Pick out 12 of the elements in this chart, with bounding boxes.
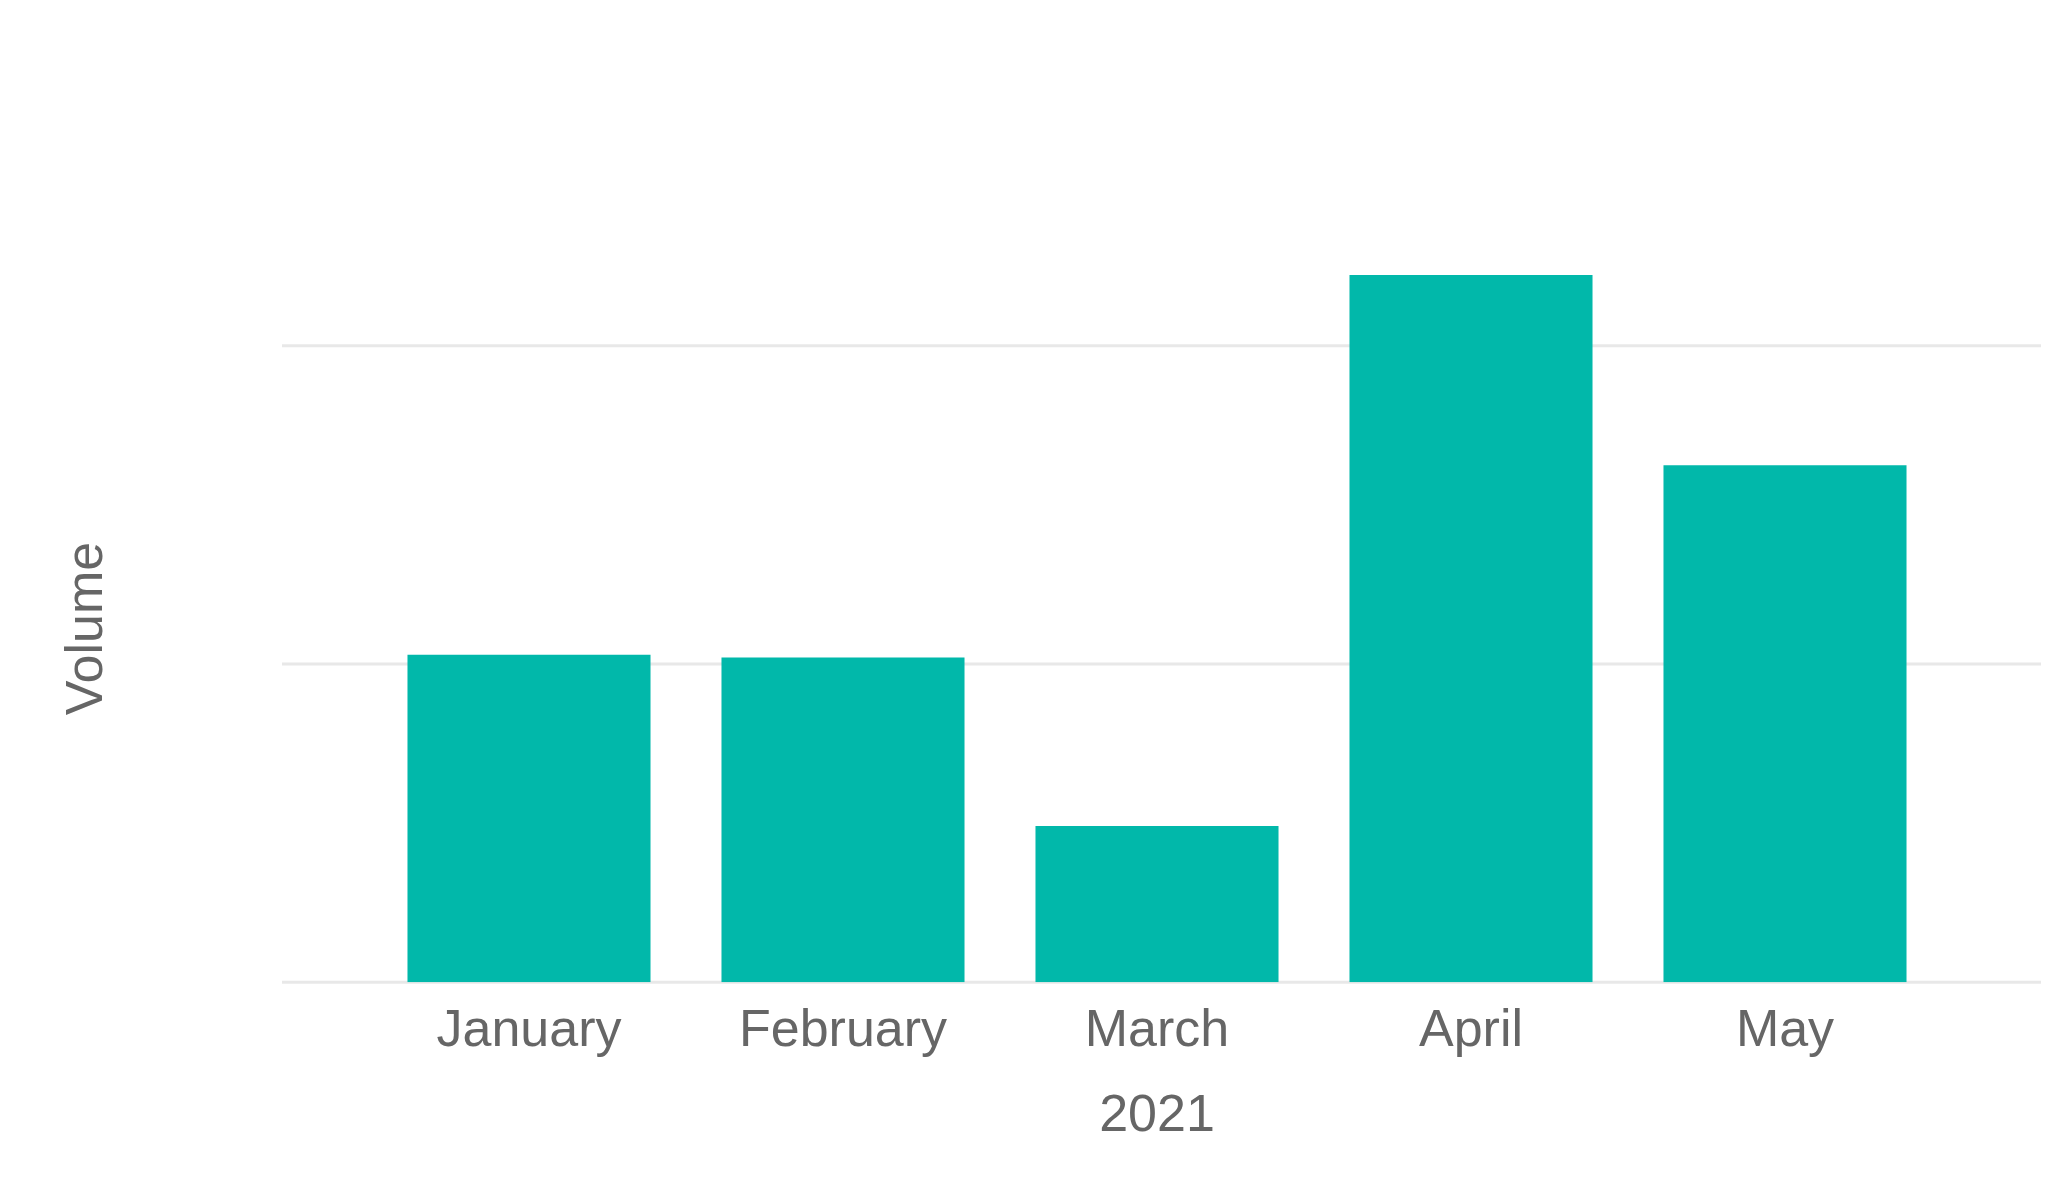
x-tick-label: March [1084,998,1230,1057]
bar [407,654,651,983]
x-axis-title: 2021 [1099,1084,1215,1143]
x-tick-label: April [1418,998,1524,1057]
bar [721,657,965,983]
bar [1663,465,1907,983]
x-tick-label: May [1735,998,1835,1057]
y-axis-title: Volume [54,541,113,716]
bar [1349,275,1593,983]
x-tick-label: January [436,998,622,1057]
bar [1035,825,1279,983]
x-tick-label: February [738,998,948,1057]
